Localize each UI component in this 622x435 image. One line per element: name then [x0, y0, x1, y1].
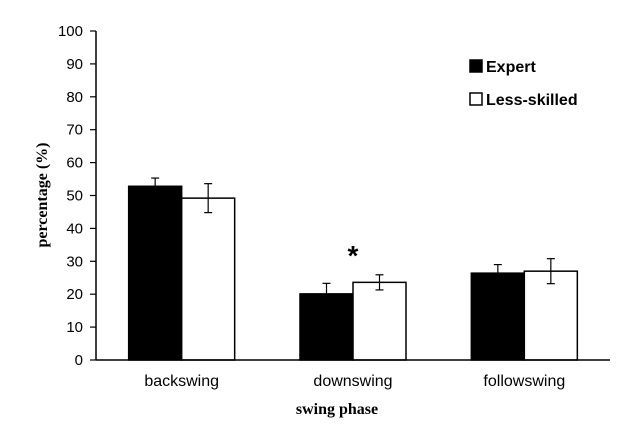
legend-swatch-expert: [469, 59, 483, 73]
error-bars: [151, 177, 555, 305]
y-tick-label: 20: [66, 286, 83, 303]
y-tick-label: 30: [66, 253, 83, 270]
x-category-label: backswing: [144, 373, 219, 390]
y-tick-label: 70: [66, 122, 83, 139]
bar-expert-backswing: [127, 185, 183, 361]
x-axis-categories: backswing downswing followswing: [144, 373, 565, 390]
bar-less-skilled-downswing: [352, 281, 407, 361]
legend-swatch-less-skilled: [469, 92, 483, 106]
y-tick-label: 60: [66, 155, 83, 172]
y-axis-ticks: 0 10 20 30 40 50 60 70 80 90 100: [58, 23, 96, 369]
bars: [127, 185, 579, 361]
y-tick-label: 80: [66, 89, 83, 106]
y-tick-label: 40: [66, 220, 83, 237]
annotations: *: [348, 240, 359, 271]
y-tick-label: 90: [66, 56, 83, 73]
y-axis-title: percentage (%): [34, 143, 51, 248]
legend: Expert Less-skilled: [469, 59, 578, 109]
bar-expert-followswing: [470, 272, 526, 361]
bar-less-skilled-followswing: [523, 270, 579, 361]
y-tick-label: 100: [58, 23, 83, 40]
significance-marker: *: [348, 240, 359, 271]
y-tick-label: 0: [75, 352, 83, 369]
legend-label: Less-skilled: [486, 92, 578, 109]
x-axis-title: swing phase: [296, 401, 378, 418]
legend-label: Expert: [486, 59, 536, 76]
y-tick-label: 10: [66, 319, 83, 336]
x-category-label: followswing: [483, 373, 565, 390]
bar-less-skilled-backswing: [180, 197, 236, 361]
x-category-label: downswing: [313, 373, 392, 390]
y-tick-label: 50: [66, 188, 83, 205]
